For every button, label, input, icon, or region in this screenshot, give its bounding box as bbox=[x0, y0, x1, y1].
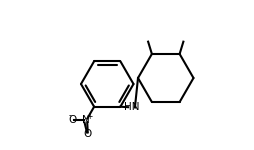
Text: N: N bbox=[82, 115, 89, 125]
Text: +: + bbox=[86, 112, 92, 121]
Text: HN: HN bbox=[123, 102, 139, 112]
Text: O: O bbox=[83, 129, 91, 140]
Text: O: O bbox=[68, 115, 76, 125]
Text: -: - bbox=[68, 112, 71, 121]
